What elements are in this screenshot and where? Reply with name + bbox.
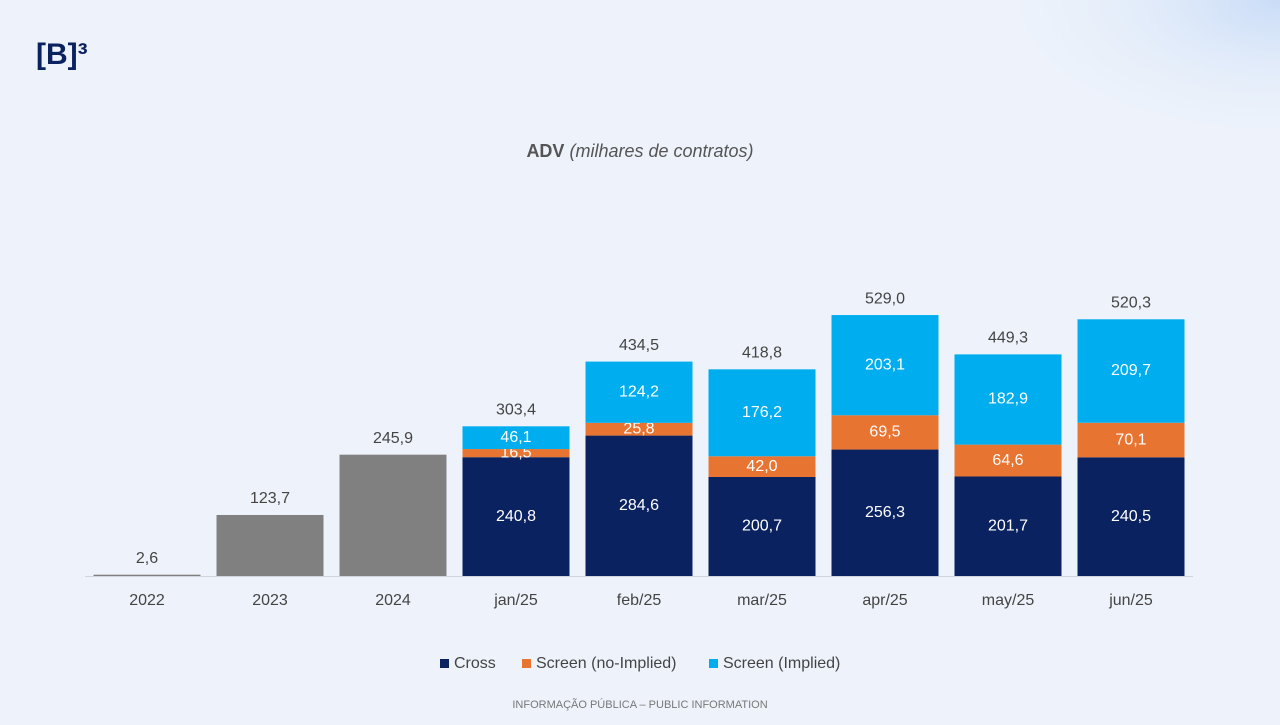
data-label: 182,9 [988,391,1028,408]
total-label: 303,4 [496,402,536,419]
total-label: 418,8 [742,345,782,362]
bar-segment [708,369,816,457]
total-label: 449,3 [988,330,1028,347]
data-label: 284,6 [619,497,659,514]
bar-segment [954,354,1062,445]
data-label: 46,1 [500,429,531,446]
legend-label: Cross [454,655,496,672]
logo: [B]³ [36,38,88,71]
bar [216,514,324,576]
legend-swatch [440,659,449,668]
bar-segment [585,361,693,423]
bar-segment [585,435,693,576]
bar-segment [462,457,570,576]
data-label: 69,5 [869,424,900,441]
total-label: 520,3 [1111,295,1151,312]
legend-swatch [522,659,531,668]
data-label: 42,0 [746,458,777,475]
chart-title: ADV (milhares de contratos) [526,141,753,161]
data-label: 256,3 [865,504,905,521]
decor [960,0,1280,160]
data-label: 200,7 [742,518,782,535]
data-label: 176,2 [742,404,782,421]
x-tick-label: 2024 [375,592,411,609]
data-label: 240,5 [1111,508,1151,525]
bar-segment [462,426,570,450]
x-tick-label: mar/25 [737,592,787,609]
x-tick-label: 2023 [252,592,288,609]
data-label: 124,2 [619,383,659,400]
x-tick-label: apr/25 [862,592,907,609]
bar-segment [1077,457,1185,576]
bar-segment [708,476,816,576]
bar-segment [585,422,693,436]
bar-segment [1077,319,1185,423]
data-label: 70,1 [1115,431,1146,448]
bar-segment [831,315,939,416]
x-tick-label: feb/25 [617,592,662,609]
bar-segment [1077,422,1185,458]
data-label: 25,8 [623,420,654,437]
bar [93,574,201,576]
x-tick-label: 2022 [129,592,165,609]
x-tick-label: jan/25 [493,592,538,609]
title: ADV [526,141,564,161]
total-label: 529,0 [865,290,905,307]
bar-segment [831,415,939,450]
legend-label: Screen (no-Implied) [536,655,677,672]
legend-swatch [709,659,718,668]
bar-segment [708,456,816,477]
data-label: 203,1 [865,356,905,373]
footer: INFORMAÇÃO PÚBLICA – PUBLIC INFORMATION [512,698,767,711]
legend-label: Screen (Implied) [723,655,840,672]
data-label: 209,7 [1111,362,1151,379]
data-label: 240,8 [496,508,536,525]
total-label: 123,7 [250,490,290,507]
x-tick-label: jun/25 [1108,592,1153,609]
bar-segment [954,476,1062,576]
bar [339,454,447,576]
bar-segment [831,449,939,576]
data-label: 64,6 [992,452,1023,469]
data-label: 201,7 [988,517,1028,534]
subtitle: (milhares de contratos) [569,141,753,161]
total-label: 2,6 [136,550,158,567]
total-label: 245,9 [373,430,413,447]
x-tick-label: may/25 [982,592,1035,609]
total-label: 434,5 [619,337,659,354]
bar-segment [954,444,1062,477]
bar-segment [462,449,570,458]
